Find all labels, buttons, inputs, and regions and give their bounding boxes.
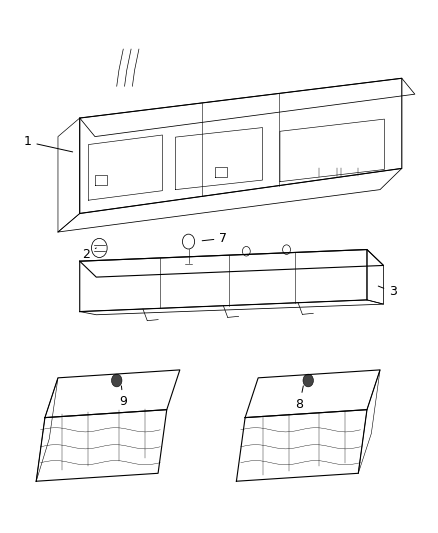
Text: 7: 7 [202,232,227,245]
Text: 9: 9 [119,386,127,408]
Text: 8: 8 [296,386,304,411]
Circle shape [112,374,122,387]
Circle shape [303,374,314,387]
Text: 3: 3 [378,286,397,298]
Text: 2: 2 [82,248,96,261]
Text: 1: 1 [24,135,73,152]
